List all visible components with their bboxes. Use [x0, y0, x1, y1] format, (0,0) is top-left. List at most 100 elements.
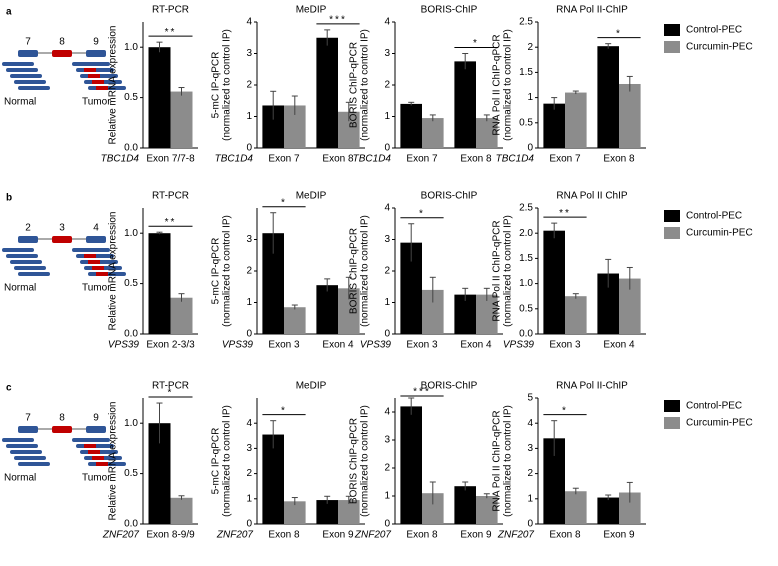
y-axis-label: (normalized to control IP) — [360, 215, 371, 327]
gene-label: VPS39 — [503, 340, 535, 351]
significance-label: ** — [165, 217, 177, 228]
bar — [338, 500, 360, 524]
y-tick-label: 0.0 — [124, 329, 138, 340]
legend-swatch — [664, 24, 680, 36]
y-tick-label: 1.0 — [124, 418, 138, 429]
x-tick-label: Exon 8 — [603, 154, 635, 165]
y-tick-label: 0 — [384, 329, 390, 340]
significance-label: ** — [165, 27, 177, 38]
exon-number: 7 — [25, 37, 31, 48]
chart-title: BORIS-ChIP — [421, 381, 478, 392]
bar — [338, 288, 360, 334]
significance-label: * — [616, 28, 622, 39]
significance-label: * — [281, 197, 287, 208]
y-tick-label: 3 — [246, 443, 252, 454]
y-axis-label: 5-mC IP-qPCR — [211, 428, 222, 495]
gene-label: ZNF207 — [102, 530, 140, 541]
bar — [454, 486, 476, 524]
tumor-read-exon — [96, 462, 108, 466]
y-tick-label: 0.5 — [124, 92, 138, 103]
y-tick-label: 2 — [246, 468, 252, 479]
bar — [565, 92, 587, 148]
y-axis-label: 5-mC IP-qPCR — [211, 52, 222, 119]
panel-label: b — [6, 193, 12, 204]
y-tick-label: 0.5 — [519, 303, 533, 314]
normal-read — [14, 456, 46, 460]
panel-label: c — [6, 383, 12, 394]
bar — [316, 37, 338, 148]
legend-label: Control-PEC — [686, 211, 742, 222]
gene-label: VPS39 — [360, 340, 392, 351]
y-tick-label: 4 — [384, 203, 390, 214]
y-tick-label: 0 — [384, 519, 390, 530]
y-tick-label: 1 — [246, 493, 252, 504]
y-tick-label: 1 — [384, 297, 390, 308]
bar — [148, 233, 171, 334]
exon-block — [52, 236, 72, 243]
y-axis-label: (normalized to control IP) — [360, 29, 371, 141]
left-label: Normal — [4, 283, 36, 294]
left-label: Normal — [4, 473, 36, 484]
significance-label: * — [168, 388, 174, 399]
y-tick-label: 0 — [384, 143, 390, 154]
y-axis-label: (normalized to control IP) — [503, 405, 514, 517]
x-tick-label: Exon 7 — [549, 154, 581, 165]
normal-read — [2, 248, 34, 252]
y-axis-label: BORIS ChIP-qPCR — [349, 418, 360, 504]
y-axis-label: BORIS ChIP-qPCR — [349, 42, 360, 128]
tumor-read-exon — [84, 444, 96, 448]
y-tick-label: 1 — [384, 491, 390, 502]
y-tick-label: 5 — [527, 393, 533, 404]
exon-number: 2 — [25, 223, 31, 234]
normal-read — [18, 86, 50, 90]
bar — [619, 492, 641, 524]
exon-block — [18, 50, 38, 57]
chart-title: RT-PCR — [152, 191, 189, 202]
exon-block — [18, 236, 38, 243]
chart-title: RNA Pol II-ChIP — [556, 381, 628, 392]
x-tick-label: Exon 8-9/9 — [146, 530, 195, 541]
normal-read — [10, 260, 42, 264]
bar — [400, 406, 422, 524]
y-tick-label: 1.5 — [519, 67, 533, 78]
x-tick-label: Exon 8 — [268, 530, 300, 541]
x-tick-label: Exon 8 — [460, 154, 492, 165]
bar — [476, 496, 498, 524]
bar — [400, 103, 422, 148]
exon-number: 8 — [59, 413, 65, 424]
bar — [284, 105, 306, 148]
y-tick-label: 1.0 — [519, 278, 533, 289]
exon-block — [86, 426, 106, 433]
x-tick-label: Exon 7/7-8 — [146, 154, 195, 165]
y-tick-label: 1 — [527, 493, 533, 504]
normal-read — [18, 462, 50, 466]
bar — [284, 307, 306, 334]
exon-number: 4 — [93, 223, 99, 234]
normal-read — [14, 80, 46, 84]
normal-read — [18, 272, 50, 276]
normal-read — [6, 254, 38, 258]
bar — [476, 294, 498, 334]
x-tick-label: Exon 4 — [603, 340, 635, 351]
normal-read — [2, 438, 34, 442]
significance-label: * — [562, 405, 568, 416]
bar — [454, 294, 476, 334]
y-tick-label: 2.0 — [519, 228, 533, 239]
gene-label: VPS39 — [222, 340, 254, 351]
legend-label: Curcumin-PEC — [686, 42, 753, 53]
y-axis-label: Relative mRNA expression — [108, 212, 119, 331]
y-tick-label: 0 — [246, 143, 252, 154]
x-tick-label: Exon 9 — [460, 530, 492, 541]
legend-swatch — [664, 400, 680, 412]
x-tick-label: Exon 3 — [406, 340, 438, 351]
normal-read — [14, 266, 46, 270]
tumor-read — [72, 438, 110, 442]
y-tick-label: 1.5 — [519, 253, 533, 264]
y-axis-label: Relative mRNA expression — [108, 26, 119, 145]
y-tick-label: 4 — [246, 418, 252, 429]
bar — [400, 242, 422, 334]
y-tick-label: 2 — [384, 80, 390, 91]
normal-read — [2, 62, 34, 66]
gene-label: TBC1D4 — [215, 154, 254, 165]
exon-block — [86, 50, 106, 57]
